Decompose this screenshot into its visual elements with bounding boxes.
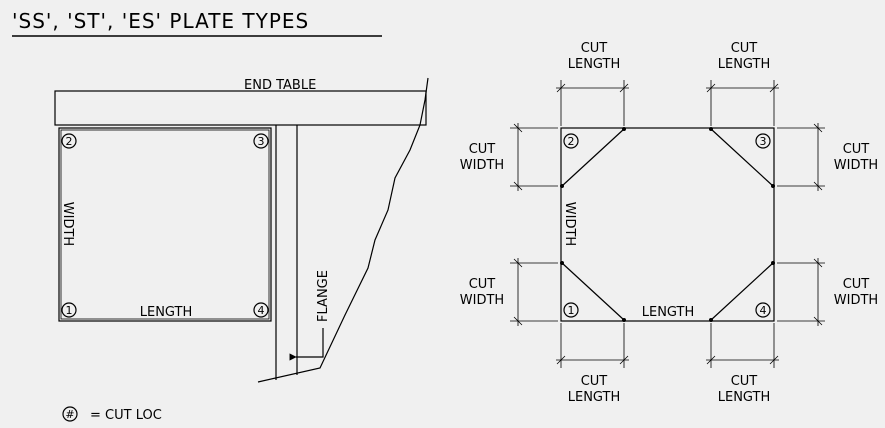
cut-length-top-right-line2: LENGTH [718, 57, 771, 72]
cut-line-top-right [710, 128, 774, 187]
dim-lower-left-tick-b [513, 316, 523, 326]
corner-marker-2-circle [61, 133, 77, 149]
left-length-label: LENGTH [140, 305, 193, 320]
corner-marker-2-number: 2 [66, 135, 73, 148]
dim-upper-right-tick-a [813, 123, 823, 133]
cut-corner-4-number: 4 [760, 304, 767, 317]
dim-lower-right-tick-b [813, 316, 823, 326]
cut-width-upper-left-line1: CUT [469, 142, 496, 157]
dim-top-right-tick-b [769, 83, 779, 93]
cut-plate-outline [560, 127, 775, 322]
cut-corner-1-number: 1 [568, 304, 575, 317]
cut-corner-3-circle [755, 133, 771, 149]
dim-upper-left-tick-b [513, 181, 523, 191]
cut-width-lower-left-line1: CUT [469, 277, 496, 292]
cut-length-top-right-line1: CUT [731, 41, 758, 56]
cut-width-lower-right-line2: WIDTH [834, 293, 878, 308]
end-table-label: END TABLE [244, 78, 316, 93]
cut-line-bottom-left [561, 262, 625, 321]
flange-leader [289, 328, 324, 361]
cut-width-upper-right-line2: WIDTH [834, 158, 878, 173]
cut-width-lower-left-line2: WIDTH [460, 293, 504, 308]
cut-line-bottom-right [710, 262, 774, 321]
left-view [54, 77, 429, 383]
dim-bottom-right-tick-b [769, 355, 779, 365]
corner-marker-1-circle [61, 302, 77, 318]
cut-length-bottom-left-line2: LENGTH [568, 390, 621, 405]
cut-corner-2-circle [563, 133, 579, 149]
cut-point [771, 261, 775, 265]
plate-outline [58, 127, 272, 322]
break-line [257, 77, 429, 383]
cut-corner-1-circle [563, 302, 579, 318]
dim-lower-left-tick-a [513, 258, 523, 268]
legend-symbol-circle [62, 406, 78, 422]
corner-marker-3-circle [253, 133, 269, 149]
cut-point [560, 261, 564, 265]
dim-top-left-tick-a [556, 83, 566, 93]
dim-bottom-left-tick-a [556, 355, 566, 365]
cut-width-upper-left-line2: WIDTH [460, 158, 504, 173]
plate-inner-edge [60, 129, 270, 320]
cut-point [709, 127, 713, 131]
cut-point [771, 184, 775, 188]
cut-length-top-left-line2: LENGTH [568, 57, 621, 72]
legend-text: = CUT LOC [90, 408, 162, 423]
corner-marker-1-number: 1 [66, 304, 73, 317]
dim-top-right-tick-a [706, 83, 716, 93]
cut-corner-3-number: 3 [760, 135, 767, 148]
corner-marker-4-number: 4 [258, 304, 265, 317]
left-width-label: WIDTH [60, 202, 75, 246]
cut-point [622, 318, 626, 322]
cut-corner-4-circle [755, 302, 771, 318]
cut-width-upper-right-line1: CUT [843, 142, 870, 157]
dim-bottom-left-tick-b [619, 355, 629, 365]
corner-marker-3-number: 3 [258, 135, 265, 148]
cut-length-top-left-line1: CUT [581, 41, 608, 56]
corner-marker-4-circle [253, 302, 269, 318]
cut-point [709, 318, 713, 322]
dim-upper-right-tick-b [813, 181, 823, 191]
cut-length-bottom-right-line1: CUT [731, 374, 758, 389]
right-view [510, 80, 825, 368]
cut-corner-2-number: 2 [568, 135, 575, 148]
right-width-label: WIDTH [562, 202, 577, 246]
cut-point [622, 127, 626, 131]
dim-bottom-right-tick-a [706, 355, 716, 365]
cut-line-top-left [561, 128, 625, 187]
flange-label: FLANGE [316, 270, 331, 322]
cut-points [560, 127, 775, 322]
dim-lower-right-tick-a [813, 258, 823, 268]
cut-width-lower-right-line1: CUT [843, 277, 870, 292]
diagram-title: 'SS', 'ST', 'ES' PLATE TYPES [12, 9, 309, 33]
legend-symbol: # [65, 408, 74, 421]
cut-length-bottom-left-line1: CUT [581, 374, 608, 389]
dim-top-left-tick-b [619, 83, 629, 93]
cut-point [560, 184, 564, 188]
right-length-label: LENGTH [642, 305, 695, 320]
end-table [54, 90, 427, 126]
dim-upper-left-tick-a [513, 123, 523, 133]
cut-length-bottom-right-line2: LENGTH [718, 390, 771, 405]
